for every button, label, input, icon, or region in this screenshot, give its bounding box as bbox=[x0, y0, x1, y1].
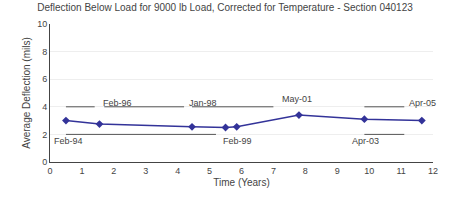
svg-text:Feb-96: Feb-96 bbox=[103, 98, 132, 108]
svg-text:2: 2 bbox=[42, 130, 47, 140]
svg-text:2: 2 bbox=[111, 166, 116, 176]
svg-text:Apr-03: Apr-03 bbox=[352, 136, 379, 146]
svg-text:May-01: May-01 bbox=[282, 94, 312, 104]
svg-text:5: 5 bbox=[207, 166, 212, 176]
svg-text:6: 6 bbox=[239, 166, 244, 176]
svg-text:10: 10 bbox=[364, 166, 374, 176]
svg-text:7: 7 bbox=[271, 166, 276, 176]
svg-text:4: 4 bbox=[42, 102, 47, 112]
svg-text:Apr-05: Apr-05 bbox=[409, 98, 436, 108]
svg-text:8: 8 bbox=[42, 47, 47, 57]
svg-text:9: 9 bbox=[335, 166, 340, 176]
svg-text:12: 12 bbox=[428, 166, 438, 176]
svg-text:Feb-94: Feb-94 bbox=[54, 136, 83, 146]
svg-text:8: 8 bbox=[303, 166, 308, 176]
svg-text:Feb-99: Feb-99 bbox=[223, 136, 252, 146]
svg-text:Deflection Below Load for 9000: Deflection Below Load for 9000 lb Load, … bbox=[37, 2, 413, 13]
svg-text:4: 4 bbox=[175, 166, 180, 176]
svg-text:0: 0 bbox=[47, 166, 52, 176]
svg-text:Average Deflection (mils): Average Deflection (mils) bbox=[21, 37, 32, 149]
svg-text:Jan-98: Jan-98 bbox=[189, 98, 217, 108]
svg-text:0: 0 bbox=[42, 157, 47, 167]
svg-text:10: 10 bbox=[37, 19, 47, 29]
svg-text:6: 6 bbox=[42, 74, 47, 84]
svg-text:3: 3 bbox=[143, 166, 148, 176]
svg-text:1: 1 bbox=[79, 166, 84, 176]
svg-text:11: 11 bbox=[396, 166, 405, 176]
svg-text:Time (Years): Time (Years) bbox=[213, 177, 270, 188]
